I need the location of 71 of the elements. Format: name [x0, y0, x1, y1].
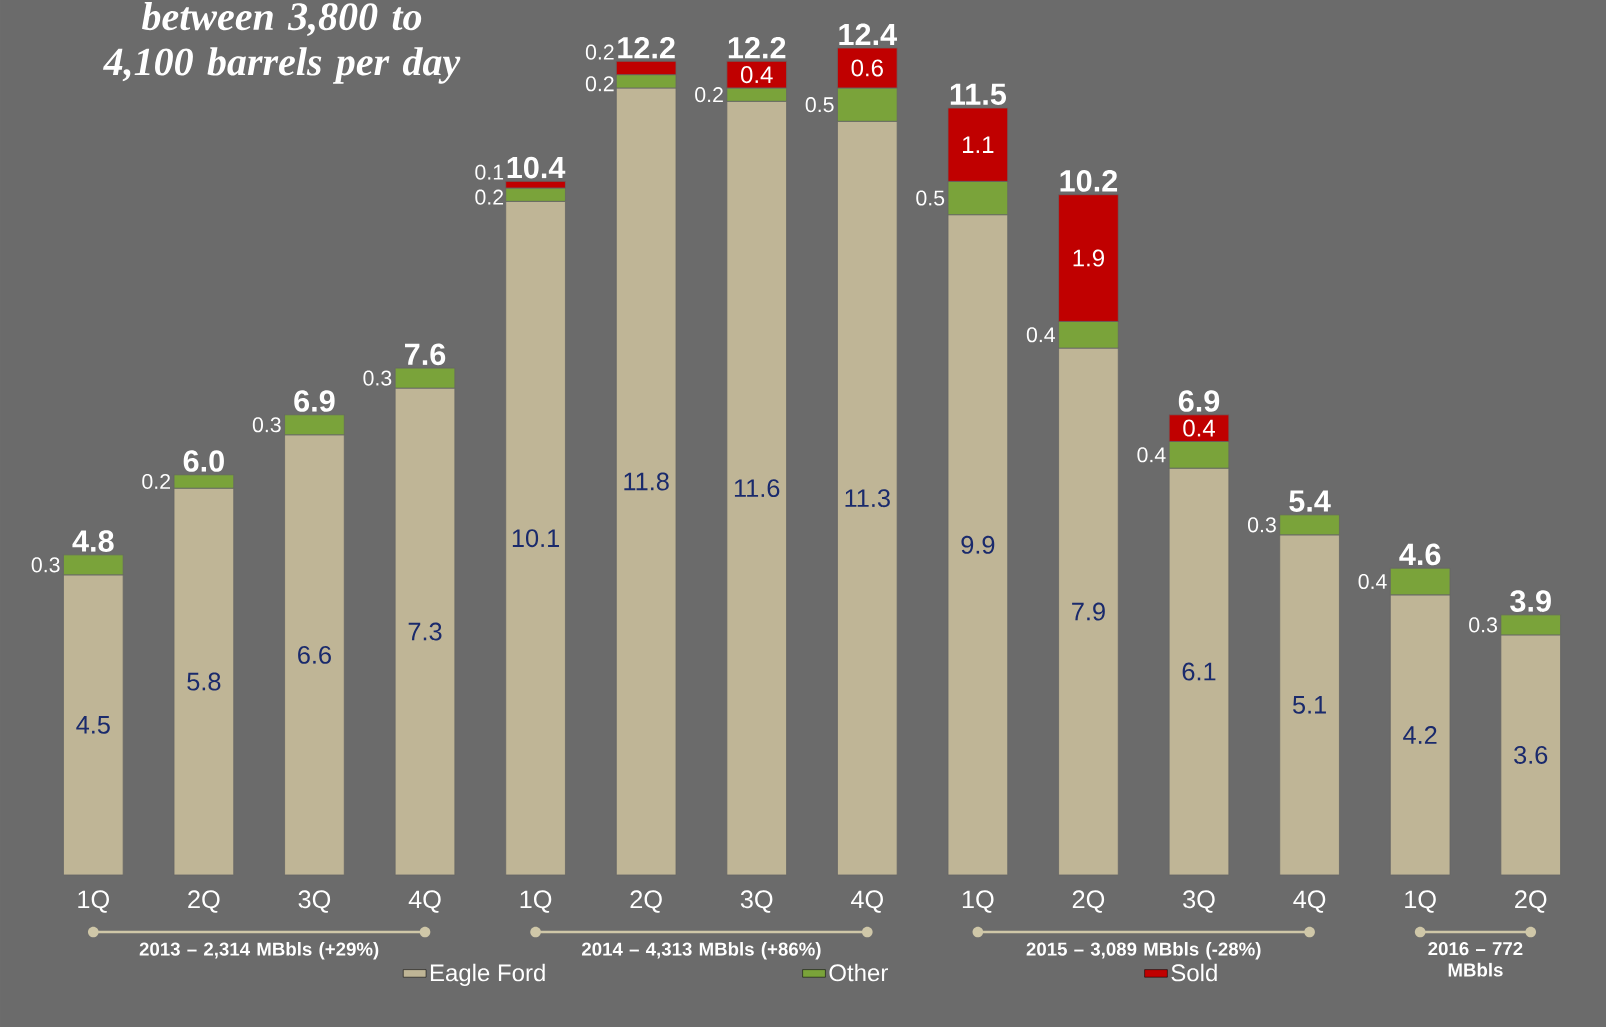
x-tick-label: 1Q: [1405, 890, 1436, 913]
x-tick-label: 3Q: [740, 890, 773, 913]
data-label: 4.5: [76, 716, 110, 734]
data-label: 6.1: [1182, 662, 1216, 681]
data-label: 0.3: [1247, 517, 1276, 533]
data-label: 0.4: [740, 66, 773, 84]
total-label: 10.4: [507, 156, 566, 179]
data-label: 5.1: [1292, 696, 1326, 714]
total-label: 6.9: [1178, 390, 1220, 412]
x-tick-label: 2Q: [630, 890, 662, 913]
legend-label: Other: [829, 963, 888, 982]
total-label: 4.8: [72, 530, 114, 552]
x-tick-label: 1Q: [78, 890, 109, 913]
x-tick-label: 4Q: [1293, 890, 1326, 913]
x-tick-label: 4Q: [408, 890, 441, 913]
chart-title: between 3,800 to 4,100 barrels per day: [103, 2, 461, 84]
data-label: 4.2: [1403, 726, 1437, 744]
data-label: 6.6: [298, 645, 331, 664]
total-label: 6.9: [294, 390, 335, 412]
data-label: 5.8: [187, 672, 221, 691]
x-tick-label: 3Q: [1183, 890, 1215, 913]
total-label: 4.6: [1399, 543, 1441, 566]
total-label: 7.6: [405, 343, 446, 366]
x-tick-label: 2Q: [188, 890, 220, 913]
data-label: 0.2: [142, 473, 170, 490]
data-label: 0.2: [695, 87, 723, 103]
data-label: 0.5: [805, 97, 834, 113]
data-label: 11.6: [734, 479, 780, 498]
data-label: 11.8: [624, 472, 669, 491]
total-label: 12.2: [728, 36, 786, 59]
data-label: 1.9: [1073, 249, 1104, 267]
x-tick-label: 2Q: [1072, 890, 1105, 913]
x-tick-label: 1Q: [962, 890, 994, 913]
data-label: 0.4: [1026, 327, 1056, 343]
data-label: 11.3: [845, 489, 890, 508]
data-label: 9.9: [961, 535, 995, 554]
total-label: 10.2: [1060, 170, 1118, 192]
data-label: 0.4: [1183, 419, 1215, 437]
data-label: 0.3: [31, 557, 60, 573]
legend-label: Eagle Ford: [430, 963, 545, 987]
data-label: 10.1: [512, 529, 559, 548]
data-label: 0.5: [916, 190, 945, 206]
total-label: 5.4: [1289, 490, 1331, 512]
data-label: 1.1: [963, 136, 994, 153]
data-label: 0.2: [475, 189, 504, 205]
legend-label: Sold: [1171, 963, 1217, 982]
data-label: 0.3: [1469, 617, 1497, 633]
total-label: 12.4: [839, 23, 897, 46]
data-label: 0.6: [851, 59, 883, 77]
data-label: 0.2: [585, 44, 614, 60]
total-label: 11.5: [950, 83, 1007, 106]
data-label: 0.3: [363, 370, 392, 386]
text: 2013 – 2,314 MBbls (+29%): [139, 942, 379, 960]
data-label: 0.4: [1358, 573, 1387, 590]
x-tick-label: 1Q: [520, 890, 552, 913]
total-label: 6.0: [183, 450, 224, 472]
x-tick-label: 3Q: [298, 890, 331, 913]
x-tick-label: 2Q: [1515, 890, 1547, 913]
data-label: 0.4: [1137, 447, 1166, 463]
text: 2014 – 4,313 MBbls (+86%): [581, 942, 821, 960]
data-label: 0.1: [475, 164, 504, 180]
data-label: 0.3: [252, 417, 281, 433]
data-label: 0.2: [585, 76, 614, 92]
x-tick-label: 4Q: [850, 890, 883, 913]
text: 2016 – 772 MBbls: [1428, 942, 1523, 977]
data-label: 7.9: [1072, 602, 1105, 621]
data-label: 3.6: [1514, 745, 1548, 764]
data-label: 7.3: [408, 622, 442, 641]
total-label: 12.2: [618, 36, 675, 59]
total-label: 3.9: [1510, 590, 1551, 612]
text: 2015 – 3,089 MBbls (-28%): [1026, 942, 1261, 960]
